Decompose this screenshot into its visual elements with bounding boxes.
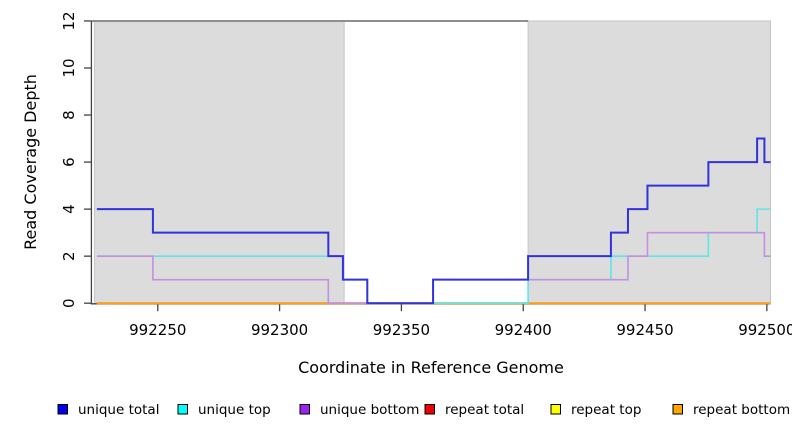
series-line-unique-total [96, 137, 771, 305]
y-axis-title: Read Coverage Depth [21, 74, 40, 250]
legend-swatch [299, 404, 310, 415]
y-tick-label: 2 [60, 251, 78, 261]
x-tick-label: 992250 [129, 321, 186, 339]
legend-item: repeat top [550, 402, 641, 418]
legend: unique total unique top unique bottom repea… [57, 402, 790, 418]
legend-swatch [424, 404, 435, 415]
legend-swatch [550, 404, 561, 415]
y-tick-label: 8 [60, 110, 78, 120]
legend-item: unique bottom [299, 402, 419, 418]
legend-label: unique total [78, 402, 159, 418]
legend-label: unique top [198, 402, 271, 418]
legend-label: repeat total [445, 402, 524, 418]
y-tick-label: 4 [60, 204, 78, 214]
x-tick-label: 992400 [495, 321, 552, 339]
legend-label: unique bottom [320, 402, 419, 418]
y-tick-label: 10 [60, 58, 78, 77]
legend-item: unique top [177, 402, 271, 418]
legend-swatch [57, 404, 68, 415]
y-tick-label: 6 [60, 157, 78, 167]
x-tick-label: 992350 [373, 321, 430, 339]
y-tick-label: 0 [60, 298, 78, 308]
legend-swatch [672, 404, 683, 415]
series-layer [96, 137, 771, 305]
x-axis-title: Coordinate in Reference Genome [298, 358, 564, 377]
repeat-region [93, 20, 345, 304]
legend-item: repeat total [424, 402, 524, 418]
series-line-unique-bottom [96, 231, 771, 305]
x-tick-label: 992300 [251, 321, 308, 339]
y-tick-label: 12 [60, 11, 78, 30]
legend-label: repeat top [571, 402, 641, 418]
x-tick-label: 992450 [616, 321, 673, 339]
repeat-region-layer [93, 20, 771, 304]
legend-item: repeat bottom [672, 402, 790, 418]
x-tick-label: 992500 [738, 321, 792, 339]
legend-label: repeat bottom [693, 402, 790, 418]
legend-item: unique total [57, 402, 159, 418]
legend-swatch [177, 404, 188, 415]
